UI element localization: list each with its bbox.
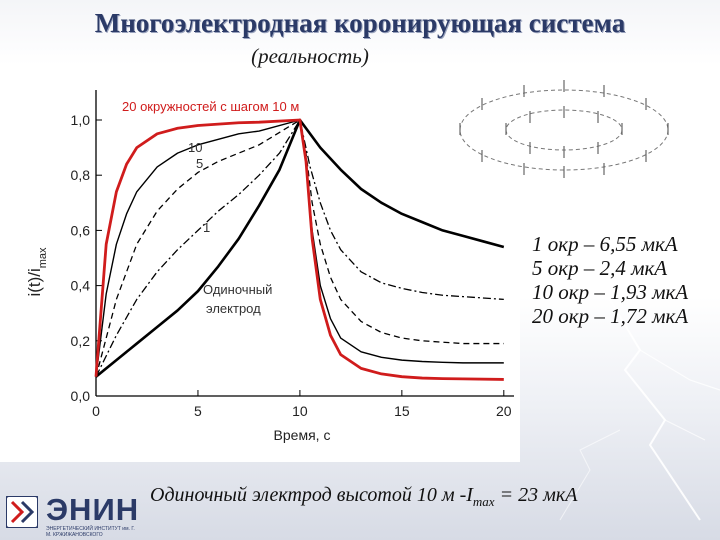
series-line-20 — [94, 118, 504, 381]
y-tick-label: 0,8 — [71, 167, 91, 183]
series-line-Одиночный-электрод — [95, 118, 505, 378]
electrode-rings-diagram — [459, 80, 669, 178]
label-5-rings: 5 — [196, 156, 203, 171]
result-20-rings: 20 окр – 1,72 мкА — [532, 304, 689, 328]
results-list: 1 окр – 6,55 мкА 5 окр – 2,4 мкА 10 окр … — [532, 232, 688, 328]
footer-note: Одиночный электрод высотой 10 м -Imax = … — [150, 484, 578, 509]
x-tick-label: 15 — [394, 403, 410, 419]
slide-subtitle: (реальность) — [251, 44, 369, 68]
label-single-electrode-1: Одиночный — [203, 282, 272, 297]
legend-title: 20 окружностей с шагом 10 м — [122, 99, 299, 114]
x-tick-label: 5 — [194, 403, 202, 419]
y-tick-label: 0,2 — [71, 333, 91, 349]
result-10-rings: 10 окр – 1,93 мкА — [532, 280, 689, 304]
label-10-rings: 10 — [188, 140, 202, 155]
x-axis-label: Время, с — [274, 427, 331, 443]
x-tick-label: 0 — [92, 403, 100, 419]
result-5-rings: 5 окр – 2,4 мкА — [532, 256, 668, 280]
y-tick-label: 0,0 — [71, 388, 91, 404]
logo-name: ЭНИН — [46, 492, 140, 527]
x-tick-label: 20 — [496, 403, 512, 419]
series-line-10 — [95, 119, 504, 377]
slide-title: Многоэлектродная коронирующая система — [94, 8, 626, 38]
y-axis-label: i(t)/imax — [25, 247, 49, 297]
label-1-ring: 1 — [203, 220, 210, 235]
enin-logo-mark-icon — [6, 496, 38, 528]
logo-subtitle: ЭНЕРГЕТИЧЕСКИЙ ИНСТИТУТ им. Г. М. КРЖИЖА… — [46, 526, 135, 538]
series-line-5 — [95, 119, 504, 377]
y-tick-label: 1,0 — [71, 112, 91, 128]
current-ratio-chart: 0 5 10 15 200,00,20,40,60,81,0 20 окружносте… — [25, 90, 514, 443]
series-line-1 — [95, 119, 504, 377]
chart-panel: 0 5 10 15 20 0,0 0,2 0,4 0,6 0,8 1,0 20 окружносте… — [0, 72, 520, 462]
y-tick-label: 0,6 — [71, 222, 91, 238]
enin-logo: ЭНИН ЭНЕРГЕТИЧЕСКИЙ ИНСТИТУТ им. Г. М. К… — [6, 492, 140, 538]
y-tick-label: 0,4 — [71, 278, 91, 294]
x-tick-label: 10 — [292, 403, 308, 419]
label-single-electrode-2: электрод — [206, 301, 261, 316]
result-1-ring: 1 окр – 6,55 мкА — [532, 232, 678, 256]
